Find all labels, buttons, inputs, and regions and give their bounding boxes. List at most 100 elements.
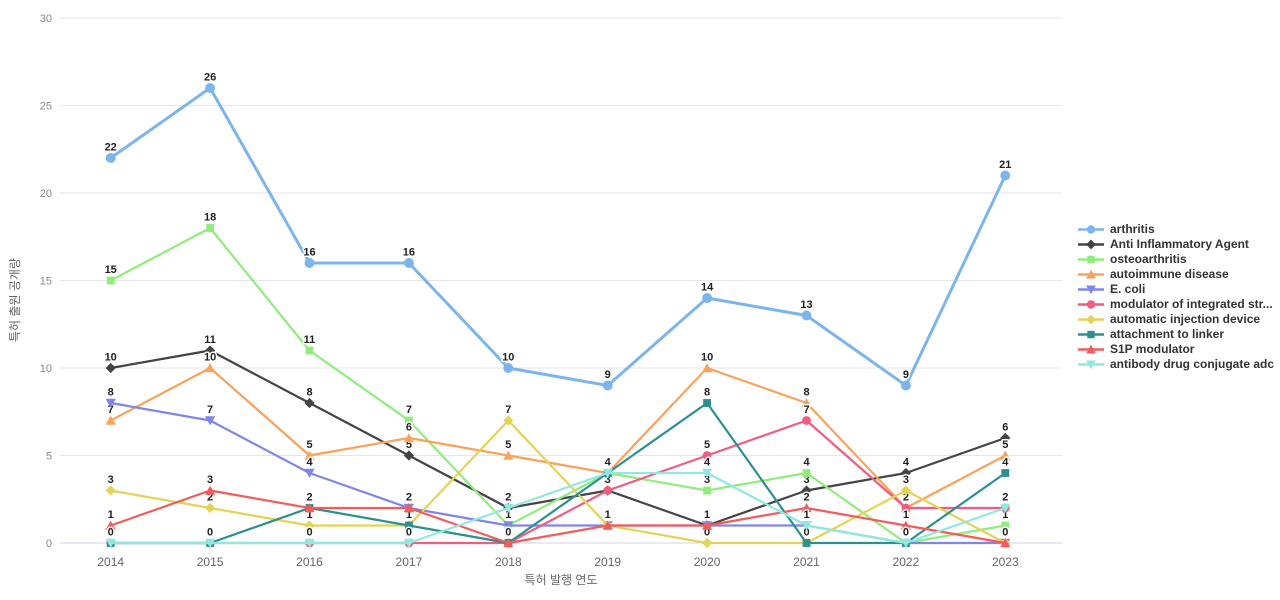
- y-axis-title: 특허 출원 공개량: [8, 258, 22, 342]
- data-label: 5: [406, 439, 412, 451]
- diamond-marker: [1086, 314, 1096, 325]
- square-marker: [206, 224, 214, 232]
- data-label: 2: [1002, 492, 1008, 504]
- y-tick-label: 15: [40, 276, 52, 288]
- x-tick-label: 2023: [992, 555, 1019, 569]
- data-label: 8: [108, 387, 114, 399]
- circle-marker: [205, 83, 216, 93]
- x-axis-title: 특허 발행 연도: [524, 573, 598, 587]
- circle-marker: [602, 380, 613, 391]
- legend-item-anti-inflammatory-agent[interactable]: Anti Inflammatory Agent: [1078, 237, 1274, 252]
- x-tick-label: 2015: [197, 555, 224, 569]
- circle-marker: [702, 293, 713, 303]
- data-label: 3: [803, 474, 809, 486]
- data-label: 8: [803, 387, 809, 399]
- data-label: 1: [505, 509, 511, 521]
- circle-marker: [1000, 170, 1011, 181]
- data-label: 7: [505, 404, 511, 416]
- data-label: 8: [306, 387, 312, 399]
- triangle-down-marker: [304, 538, 315, 548]
- triangle-marker: [403, 503, 414, 513]
- x-tick-label: 2017: [396, 555, 423, 569]
- data-label: 3: [108, 474, 114, 486]
- legend-item-autoimmune-disease[interactable]: autoimmune disease: [1078, 267, 1274, 282]
- circle-marker: [503, 363, 514, 373]
- triangle-down-marker: [801, 521, 812, 531]
- data-label: 2: [903, 492, 909, 504]
- legend-label: S1P modulator: [1110, 342, 1195, 356]
- data-label: 5: [1002, 439, 1008, 451]
- circle-marker: [901, 503, 911, 513]
- series-antibody-drug-conjugate-adc: 0 0 0 0 2 4 4 1 0 2: [105, 455, 1011, 548]
- diamond-marker: [900, 467, 911, 479]
- square-marker: [405, 521, 413, 530]
- legend-marker-automatic-injection-device: [1078, 314, 1104, 325]
- square-marker: [703, 399, 711, 407]
- data-label: 10: [502, 352, 514, 364]
- legend-marker-e-coli: [1078, 285, 1104, 295]
- circle-marker: [801, 310, 812, 321]
- data-label: 0: [306, 527, 312, 539]
- data-label: 3: [704, 474, 710, 486]
- circle-marker: [105, 153, 116, 163]
- data-label: 15: [105, 264, 117, 276]
- legend-marker-osteoarthritis: [1078, 255, 1104, 264]
- data-label: 0: [207, 527, 213, 539]
- data-label: 2: [406, 492, 412, 504]
- data-label: 2: [406, 492, 412, 504]
- triangle-marker: [801, 398, 812, 408]
- triangle-marker: [105, 520, 116, 530]
- data-label: 4: [1002, 457, 1009, 469]
- legend-item-modulator-of-integrated-str[interactable]: modulator of integrated str...: [1078, 297, 1274, 312]
- data-label: 1: [1002, 509, 1008, 521]
- triangle-marker: [105, 415, 116, 425]
- data-label: 4: [605, 457, 612, 469]
- legend-item-attachment-to-linker[interactable]: attachment to linker: [1078, 327, 1274, 342]
- legend-item-osteoarthritis[interactable]: osteoarthritis: [1078, 252, 1274, 267]
- data-label: 4: [803, 457, 810, 469]
- legend-label: antibody drug conjugate adc: [1110, 357, 1275, 371]
- data-label: 18: [204, 212, 216, 224]
- triangle-marker: [1000, 450, 1011, 460]
- legend-item-automatic-injection-device[interactable]: automatic injection device: [1078, 312, 1274, 327]
- legend: arthritis Anti Inflammatory Agent osteoart…: [1078, 222, 1274, 372]
- data-label: 0: [108, 527, 114, 539]
- data-label: 2: [207, 492, 213, 504]
- legend-item-arthritis[interactable]: arthritis: [1078, 222, 1274, 237]
- data-label: 0: [1002, 527, 1008, 539]
- legend-item-e-coli[interactable]: E. coli: [1078, 282, 1274, 297]
- legend-item-antibody-drug-conjugate-adc[interactable]: antibody drug conjugate adc: [1078, 357, 1274, 372]
- series-line: [109, 471, 1007, 545]
- data-label: 2: [803, 492, 809, 504]
- data-label: 0: [903, 527, 909, 539]
- triangle-marker: [702, 363, 713, 373]
- data-label: 4: [605, 457, 612, 469]
- y-tick-label: 0: [46, 538, 52, 550]
- series-e-coli: 8 7 4 2 1 1 1 1 0 0: [105, 385, 1011, 548]
- triangle-marker: [1086, 344, 1096, 354]
- triangle-down-marker: [205, 538, 216, 548]
- data-label: 0: [406, 527, 412, 539]
- data-label: 21: [999, 159, 1011, 171]
- data-label: 5: [306, 439, 312, 451]
- legend-item-s1p-modulator[interactable]: S1P modulator: [1078, 342, 1274, 357]
- data-label: 8: [704, 387, 710, 399]
- x-tick-label: 2016: [296, 555, 323, 569]
- data-label: 3: [605, 474, 611, 486]
- legend-label: modulator of integrated str...: [1110, 297, 1273, 311]
- data-label: 0: [1002, 527, 1008, 539]
- square-marker: [106, 276, 115, 285]
- data-label: 1: [505, 509, 511, 521]
- data-label: 4: [903, 457, 910, 469]
- data-label: 1: [605, 509, 611, 521]
- data-label: 1: [704, 509, 710, 521]
- triangle-down-marker: [1086, 285, 1096, 295]
- triangle-down-marker: [403, 538, 414, 548]
- triangle-marker: [1000, 538, 1011, 548]
- square-marker: [405, 416, 413, 425]
- series-line: [109, 366, 1007, 510]
- triangle-marker: [304, 503, 315, 513]
- diamond-marker: [105, 362, 116, 374]
- square-marker: [305, 346, 314, 355]
